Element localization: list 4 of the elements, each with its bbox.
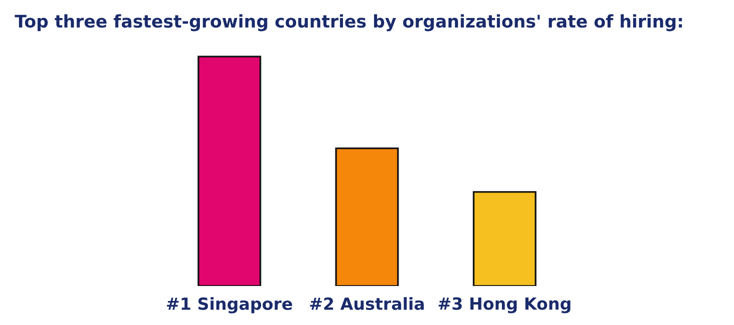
x-tick-label: #3 Hong Kong [438,297,570,314]
x-tick-label: #2 Australia [310,297,424,310]
x-tick-label: #1 Singapore [166,297,292,314]
chart-title: Top three fastest-growing countries by organizations' rate of hiring: [14,14,682,32]
